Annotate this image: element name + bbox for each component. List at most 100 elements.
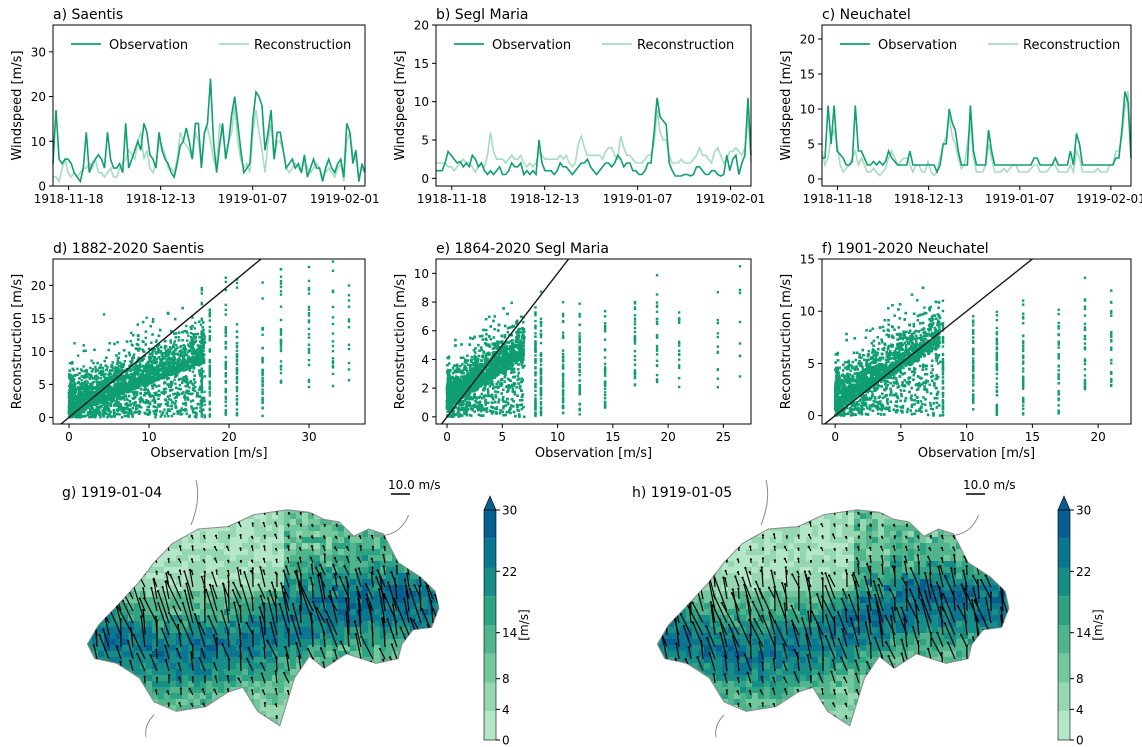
data-point [175,343,178,347]
data-point [134,364,138,367]
data-point [101,383,104,386]
data-point [82,397,86,400]
data-point [84,349,87,352]
data-point [159,349,163,353]
x-tick-label: 1919-01-07 [218,192,288,206]
data-point [123,410,126,413]
data-point [120,385,124,388]
data-point [129,384,133,387]
data-point [117,371,121,374]
data-point [68,372,71,376]
data-point [79,411,83,414]
data-point [118,392,121,395]
data-point [157,367,160,370]
data-point [143,354,146,358]
data-point [181,355,184,358]
data-point [125,407,128,410]
data-point [151,378,155,382]
data-point [81,410,85,413]
x-tick-label: 1918-11-18 [417,192,487,206]
data-point [106,404,110,408]
data-point [136,323,139,326]
data-point [115,392,118,396]
data-point [120,368,123,371]
data-point [81,391,85,394]
data-point [103,375,106,378]
data-point [191,388,195,392]
data-point [90,370,94,373]
data-point [171,359,175,362]
data-point [136,334,140,337]
data-point [94,368,97,371]
data-point [108,371,111,374]
data-point [107,401,110,404]
data-point [148,376,152,379]
data-point [164,369,167,373]
data-point [159,403,162,406]
data-point [114,389,117,392]
series-line-observation [822,91,1132,175]
data-point [132,382,135,386]
data-point [164,352,168,355]
data-point [73,413,76,417]
y-tick-label: 0 [421,172,429,186]
data-point [100,384,104,387]
data-point [190,357,193,361]
data-point [203,390,206,394]
data-point [200,354,203,357]
data-point [102,313,106,316]
data-point [86,393,89,396]
data-point [96,402,100,406]
data-point [157,397,160,401]
y-tick-label: 0 [807,173,815,187]
data-point [154,416,157,419]
data-point [142,394,146,397]
data-point [126,391,129,394]
data-point [72,402,75,405]
data-point [198,369,201,372]
data-point [134,367,138,370]
data-point [138,398,141,401]
data-point [187,392,190,396]
data-point [203,338,206,341]
data-point [191,343,194,347]
data-point [191,399,195,402]
data-point [137,404,140,407]
data-point [189,366,193,369]
data-point [170,358,173,362]
data-point [183,357,186,361]
data-point [129,380,133,383]
data-point [178,350,181,353]
data-point [191,324,194,328]
data-point [153,379,157,382]
data-point [155,406,159,409]
data-point [153,401,157,404]
data-point [164,370,167,374]
data-point [128,409,131,412]
data-point [191,337,194,340]
data-point [185,367,188,370]
data-point [190,406,194,410]
data-point [126,368,130,372]
data-point [149,364,152,368]
data-point [106,395,109,399]
data-point [130,331,133,335]
data-point [178,383,182,387]
data-point [201,326,204,329]
data-point [183,379,186,382]
data-point [80,369,84,373]
data-point [113,368,117,371]
legend-label-observation: Observation [878,38,957,53]
data-point [159,329,162,332]
data-point [112,384,116,387]
data-point [83,382,87,386]
data-point [123,359,127,363]
data-point [116,395,119,398]
data-point [194,362,198,366]
data-point [116,401,119,404]
data-point [191,342,194,345]
data-point [192,378,196,381]
data-point [127,413,130,417]
axes-frame [821,24,1132,187]
data-point [140,369,143,372]
